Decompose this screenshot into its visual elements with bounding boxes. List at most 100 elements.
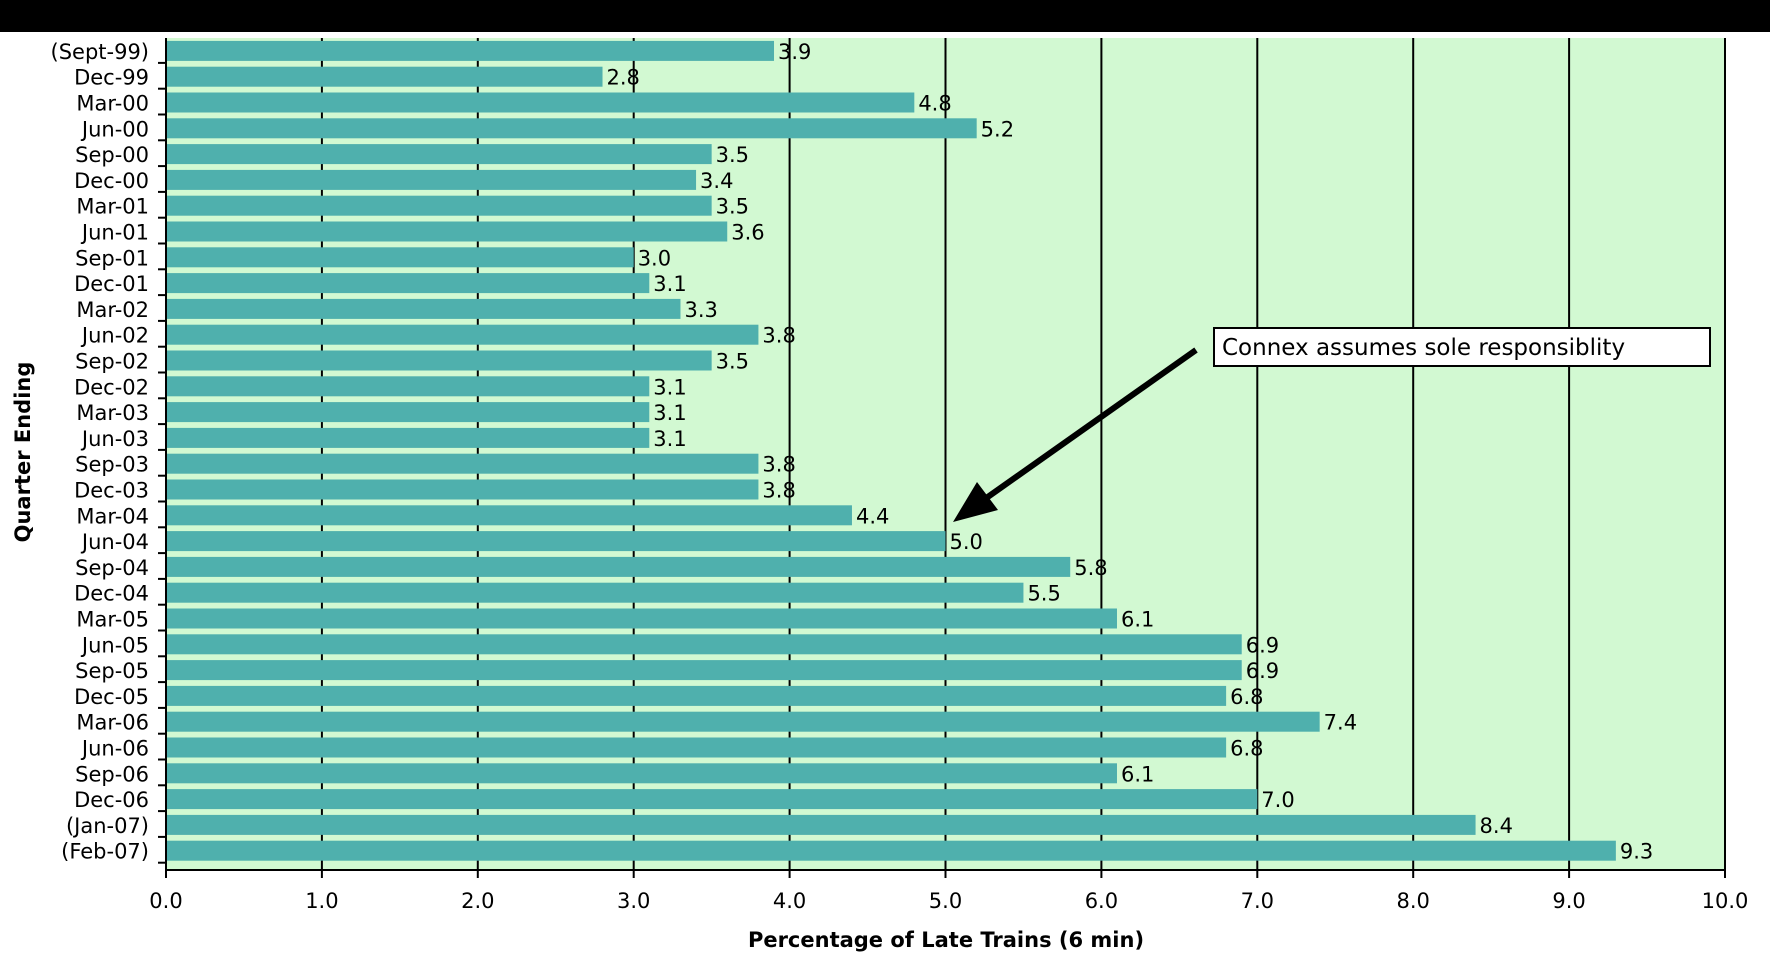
bar — [166, 144, 712, 165]
x-axis-title: Percentage of Late Trains (6 min) — [748, 928, 1144, 952]
category-label: Sep-05 — [75, 659, 149, 683]
annotation-arrow-head — [953, 482, 998, 522]
value-label: 3.8 — [762, 479, 795, 503]
category-label: Sep-00 — [75, 143, 149, 167]
category-label: Dec-06 — [74, 788, 149, 812]
bar — [166, 247, 634, 268]
category-label: Mar-02 — [76, 298, 149, 322]
value-label: 3.1 — [653, 427, 686, 451]
bar — [166, 402, 650, 423]
category-label: Jun-06 — [80, 737, 149, 761]
category-label: Sep-03 — [75, 453, 149, 477]
value-label: 6.9 — [1246, 659, 1279, 683]
category-label: (Jan-07) — [66, 814, 149, 838]
value-label: 4.8 — [918, 92, 951, 116]
bar — [166, 505, 852, 526]
category-label: Jun-01 — [80, 221, 149, 245]
y-axis-title: Quarter Ending — [11, 362, 35, 543]
bar — [166, 531, 946, 552]
x-tick-label: 5.0 — [929, 889, 962, 913]
bar — [166, 350, 712, 371]
bar — [166, 737, 1227, 758]
bar — [166, 711, 1320, 732]
bar — [166, 118, 977, 139]
bar — [166, 221, 728, 242]
category-label: Dec-03 — [74, 479, 149, 503]
x-tick-label: 0.0 — [149, 889, 182, 913]
value-label: 9.3 — [1620, 840, 1653, 864]
category-label: Jun-03 — [80, 427, 149, 451]
category-label: Sep-02 — [75, 350, 149, 374]
category-label: Dec-00 — [74, 169, 149, 193]
value-label: 3.9 — [778, 40, 811, 64]
x-tick-label: 3.0 — [617, 889, 650, 913]
value-label: 3.5 — [716, 350, 749, 374]
category-label: (Feb-07) — [61, 840, 149, 864]
bar — [166, 376, 650, 397]
bar — [166, 324, 759, 345]
category-label: Jun-00 — [80, 117, 149, 141]
value-label: 3.8 — [762, 324, 795, 348]
category-label: Mar-03 — [76, 401, 149, 425]
bar — [166, 634, 1242, 655]
bar — [166, 427, 650, 448]
x-tick-label: 9.0 — [1552, 889, 1585, 913]
value-label: 6.1 — [1121, 608, 1154, 632]
value-label: 3.0 — [638, 246, 671, 270]
bar — [166, 840, 1616, 861]
category-label: Sep-01 — [75, 246, 149, 270]
bar — [166, 685, 1227, 706]
bar — [166, 814, 1476, 835]
value-label: 8.4 — [1480, 814, 1513, 838]
bar — [166, 556, 1071, 577]
value-label: 5.0 — [950, 530, 983, 554]
value-label: 3.5 — [716, 195, 749, 219]
x-tick-label: 10.0 — [1702, 889, 1749, 913]
value-label: 3.1 — [653, 375, 686, 399]
x-tick-label: 4.0 — [773, 889, 806, 913]
category-label: Dec-05 — [74, 685, 149, 709]
category-label: Dec-04 — [74, 582, 149, 606]
bar — [166, 608, 1117, 629]
x-tick-label: 7.0 — [1241, 889, 1274, 913]
value-label: 6.8 — [1230, 685, 1263, 709]
category-label: Jun-05 — [80, 633, 149, 657]
category-label: Mar-01 — [76, 195, 149, 219]
annotation-box — [1213, 327, 1711, 367]
bar — [166, 582, 1024, 603]
category-label: Sep-06 — [75, 762, 149, 786]
category-label: (Sept-99) — [51, 40, 150, 64]
value-label: 5.8 — [1074, 556, 1107, 580]
value-label: 2.8 — [607, 66, 640, 90]
category-label: Mar-00 — [76, 92, 149, 116]
category-label: Dec-02 — [74, 375, 149, 399]
bar — [166, 660, 1242, 681]
top-band — [0, 0, 1770, 32]
value-label: 5.2 — [981, 117, 1014, 141]
category-label: Dec-01 — [74, 272, 149, 296]
category-label: Jun-04 — [80, 530, 149, 554]
category-label: Jun-02 — [80, 324, 149, 348]
bar — [166, 40, 775, 61]
value-label: 3.8 — [762, 453, 795, 477]
annotation-arrow-line — [973, 347, 1198, 509]
value-label: 3.6 — [731, 221, 764, 245]
value-label: 3.3 — [684, 298, 717, 322]
x-tick-label: 8.0 — [1396, 889, 1429, 913]
bar — [166, 298, 681, 319]
bar — [166, 453, 759, 474]
x-tick-label: 2.0 — [461, 889, 494, 913]
value-label: 6.9 — [1246, 633, 1279, 657]
value-label: 3.1 — [653, 272, 686, 296]
bar — [166, 169, 697, 190]
bar — [166, 195, 712, 216]
annotation-text: Connex assumes sole responsiblity — [1222, 335, 1625, 361]
bar — [166, 479, 759, 500]
value-label: 6.1 — [1121, 762, 1154, 786]
value-label: 3.4 — [700, 169, 733, 193]
value-label: 3.5 — [716, 143, 749, 167]
value-label: 3.1 — [653, 401, 686, 425]
bar — [166, 92, 915, 113]
